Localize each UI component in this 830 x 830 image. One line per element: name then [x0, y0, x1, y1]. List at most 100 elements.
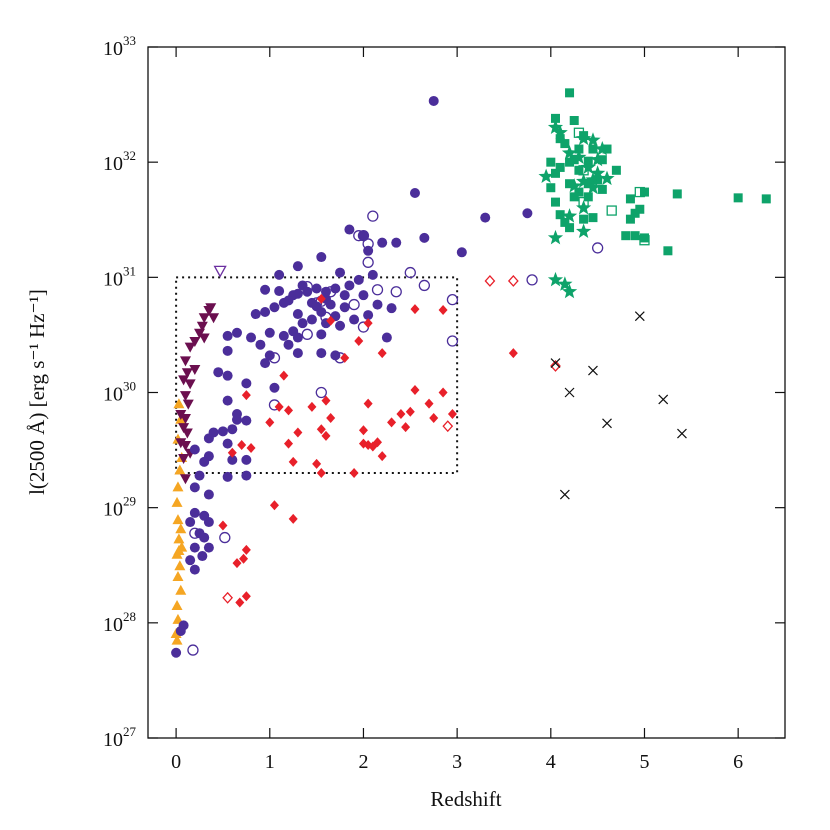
- data-point: [316, 252, 327, 263]
- data-point: [555, 210, 565, 220]
- data-point: [362, 256, 374, 268]
- data-point: [574, 144, 584, 154]
- data-point: [588, 213, 598, 223]
- data-point: [564, 387, 575, 398]
- data-point: [316, 307, 327, 318]
- data-point: [349, 467, 359, 478]
- data-point: [557, 276, 573, 291]
- data-point: [321, 430, 331, 441]
- data-point: [634, 311, 645, 322]
- data-point: [630, 208, 640, 218]
- data-point: [550, 359, 561, 372]
- data-point: [339, 290, 350, 301]
- data-point: [522, 208, 533, 219]
- data-point: [335, 267, 346, 278]
- data-point: [171, 647, 182, 658]
- data-point: [189, 507, 200, 518]
- data-point: [288, 456, 298, 467]
- data-point: [284, 405, 294, 416]
- data-point: [203, 542, 214, 553]
- data-point: [222, 471, 233, 482]
- data-point: [172, 571, 184, 582]
- data-point: [410, 385, 420, 396]
- data-point: [579, 214, 589, 224]
- data-point: [583, 192, 593, 202]
- data-point: [571, 149, 587, 164]
- data-point: [635, 204, 645, 214]
- data-point: [213, 367, 224, 378]
- data-point: [639, 233, 649, 243]
- data-point: [354, 336, 364, 347]
- data-point: [456, 247, 467, 258]
- data-point: [179, 441, 191, 452]
- data-point: [182, 399, 194, 410]
- data-point: [611, 165, 621, 175]
- data-point: [264, 327, 275, 338]
- data-point: [588, 144, 598, 154]
- data-point: [442, 420, 454, 433]
- x-axis-label: Redshift: [430, 787, 501, 811]
- data-point: [565, 88, 575, 98]
- data-point: [174, 464, 186, 475]
- data-point: [227, 447, 237, 458]
- data-point: [550, 168, 560, 178]
- data-point: [597, 155, 607, 165]
- data-point: [179, 356, 191, 367]
- data-point: [307, 401, 317, 412]
- data-point: [241, 544, 251, 555]
- data-point: [574, 187, 584, 197]
- data-point: [547, 229, 564, 245]
- y-tick-base: 10: [103, 614, 123, 636]
- data-point: [658, 394, 669, 405]
- data-point: [232, 558, 242, 569]
- y-tick-base: 10: [103, 499, 123, 521]
- data-point: [585, 132, 601, 147]
- data-point: [358, 290, 369, 301]
- data-point: [292, 348, 303, 359]
- data-point: [171, 634, 183, 645]
- y-tick-exponent: 29: [123, 494, 136, 509]
- data-point: [265, 417, 275, 428]
- data-point: [179, 474, 191, 485]
- data-point: [576, 223, 592, 238]
- data-point: [480, 212, 491, 223]
- data-point: [559, 489, 570, 500]
- data-point: [630, 231, 640, 241]
- data-point: [733, 193, 743, 203]
- data-point: [569, 192, 579, 202]
- data-point: [297, 318, 308, 329]
- data-point: [621, 231, 631, 241]
- x-tick-label: 3: [452, 751, 462, 773]
- data-point: [594, 141, 610, 156]
- data-point: [363, 318, 373, 329]
- data-point: [174, 560, 186, 571]
- y-axis-label: l(2500 Å) [erg s⁻¹ Hz⁻¹]: [25, 289, 49, 495]
- data-point: [198, 333, 210, 344]
- y-tick-label: 1032: [103, 148, 136, 175]
- data-point: [602, 144, 612, 154]
- y-tick-label: 1028: [103, 609, 136, 636]
- data-point: [316, 424, 326, 435]
- data-point: [396, 409, 406, 420]
- data-point: [189, 564, 200, 575]
- data-point: [316, 329, 327, 340]
- data-point: [203, 489, 214, 500]
- x-tick-label: 5: [639, 751, 649, 773]
- data-point: [171, 600, 183, 611]
- data-point: [189, 527, 201, 539]
- data-point: [179, 414, 191, 425]
- data-point: [189, 482, 200, 493]
- data-point: [292, 309, 303, 320]
- data-point: [547, 271, 564, 287]
- data-point: [404, 266, 416, 279]
- data-point: [274, 269, 285, 280]
- data-point: [348, 298, 360, 311]
- data-point: [555, 162, 565, 172]
- data-point: [218, 520, 228, 531]
- data-point: [663, 246, 673, 256]
- data-point: [576, 173, 592, 188]
- data-point: [181, 428, 193, 439]
- data-point: [246, 442, 256, 453]
- data-point: [175, 438, 187, 449]
- data-point: [569, 116, 579, 126]
